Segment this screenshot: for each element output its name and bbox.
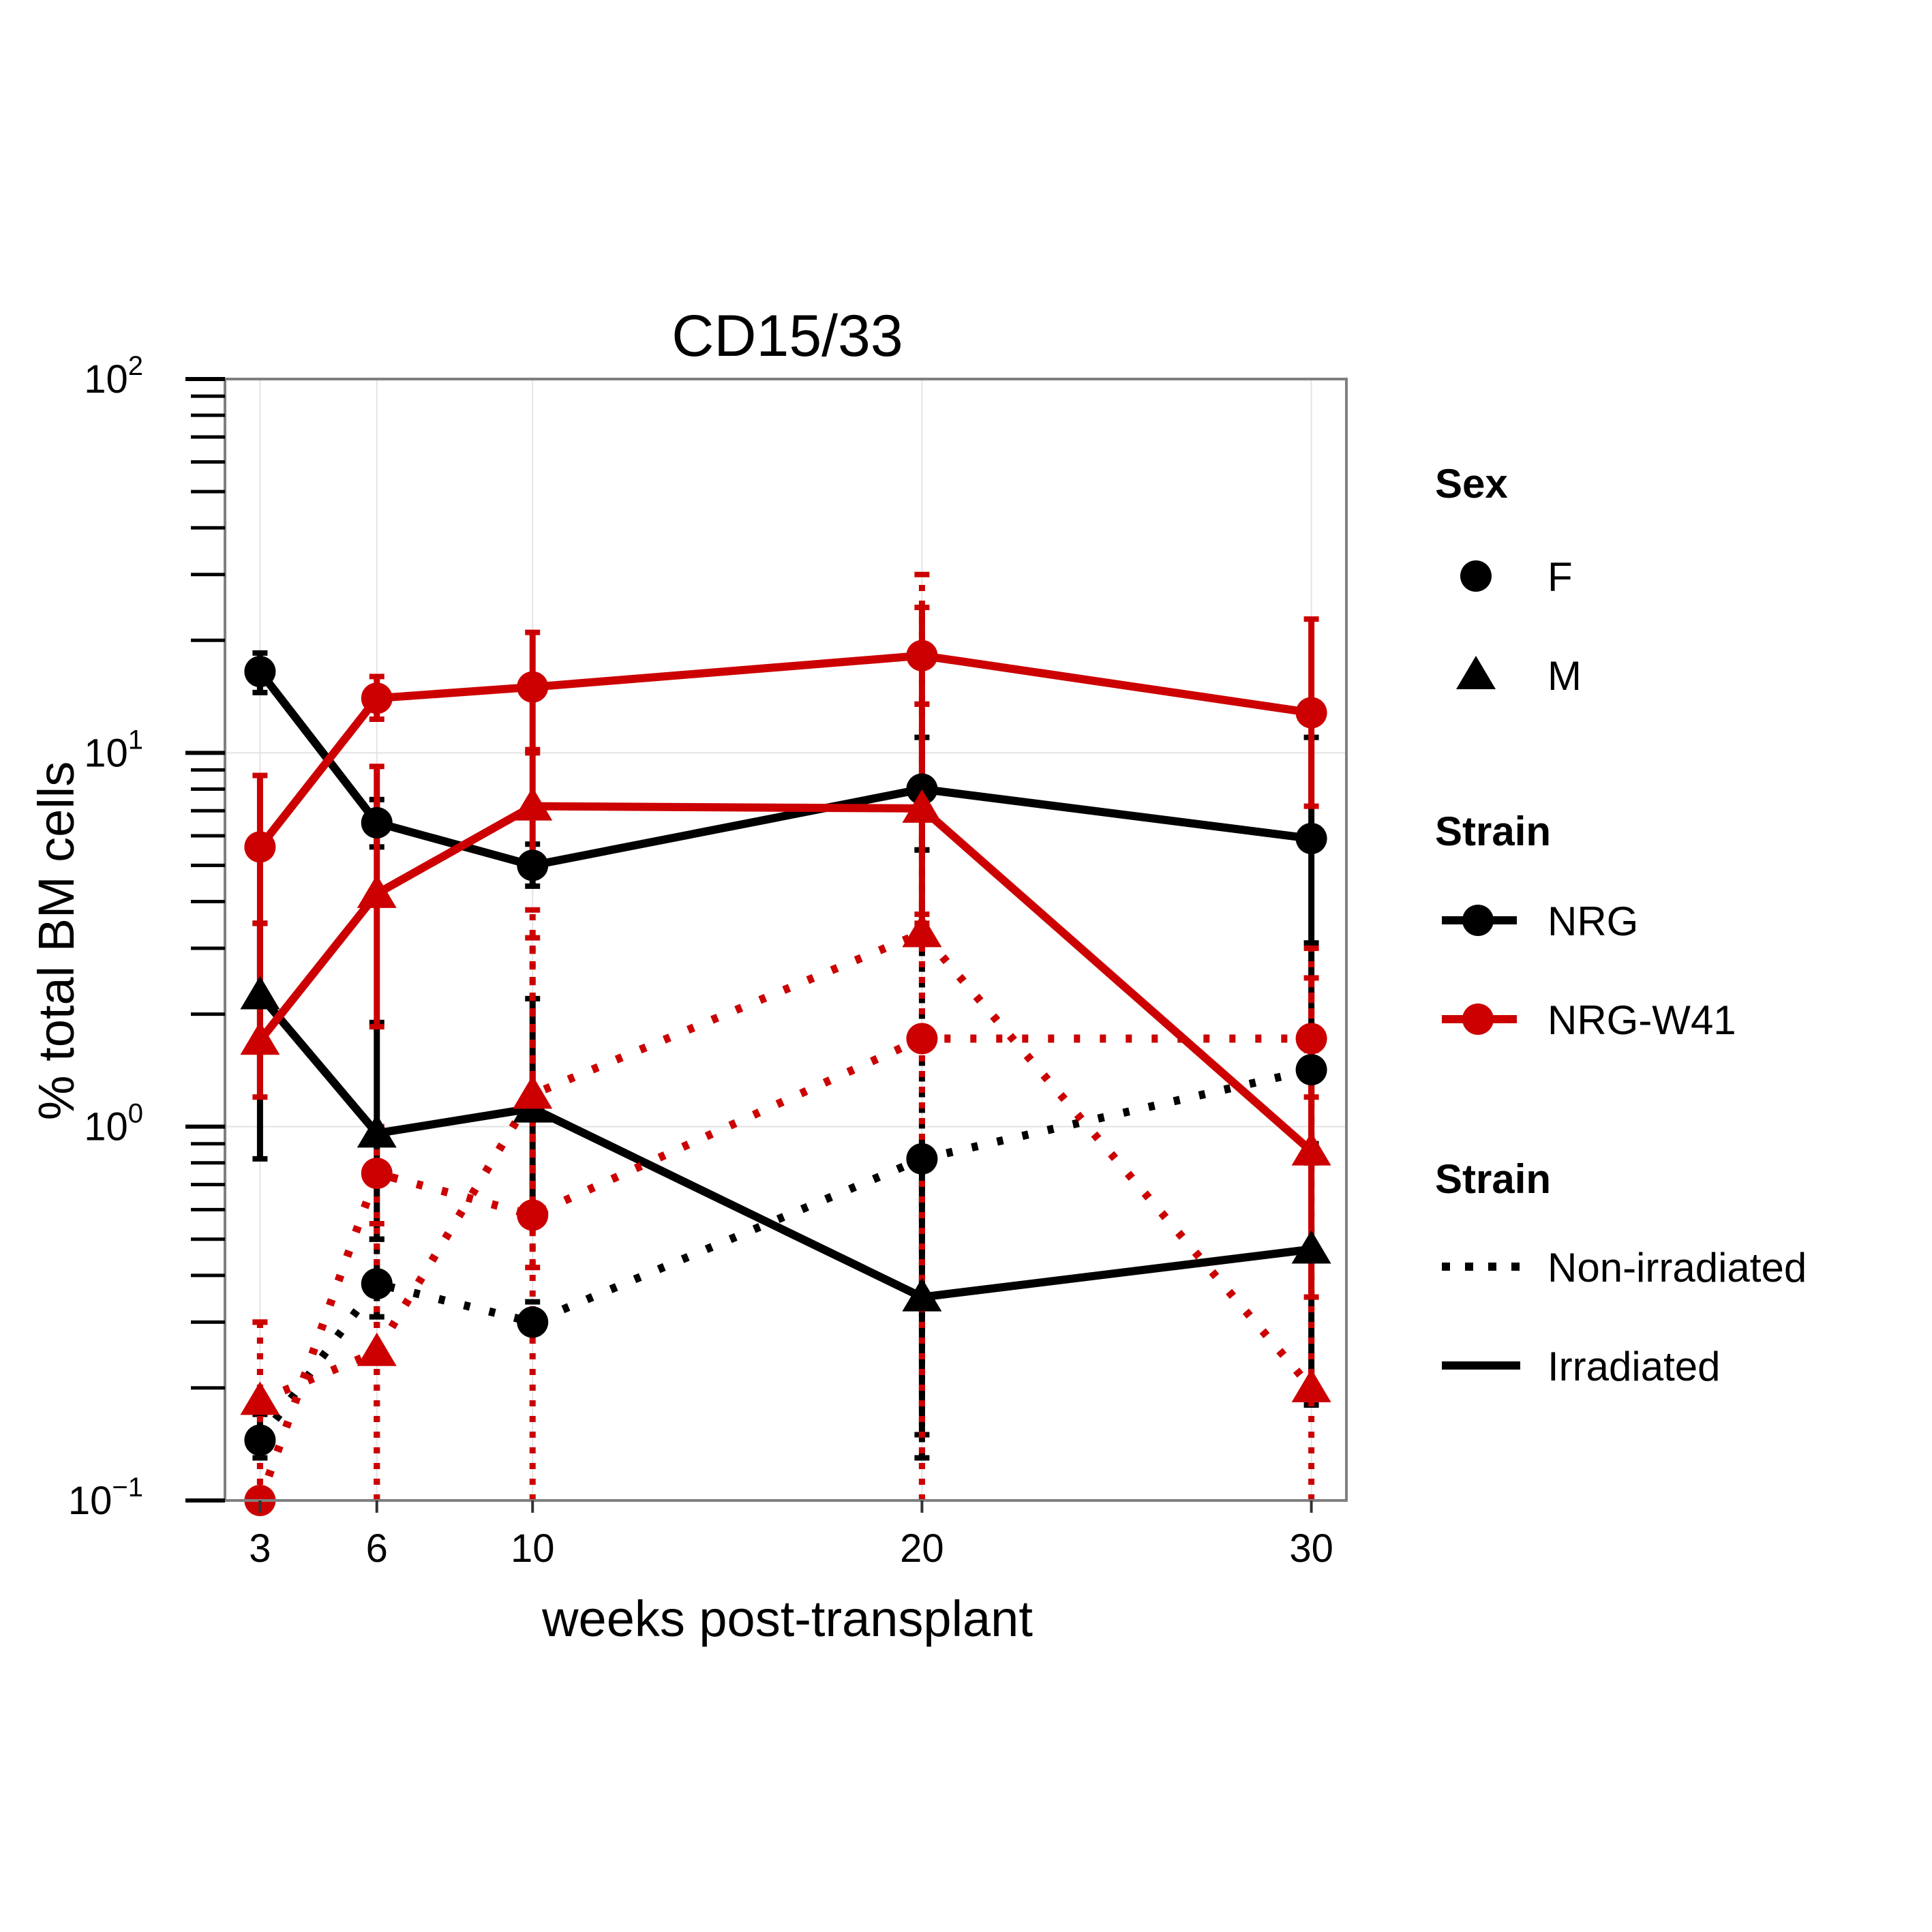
legend-label-strain: NRG-W41 [1548,997,1736,1043]
data-point [902,1278,942,1312]
legend-title-strain-linetype: Strain [1435,1156,1551,1202]
data-point [906,773,938,805]
legend-key-circle [1460,560,1492,592]
data-point [1291,1132,1331,1166]
error-bars [252,571,1319,1500]
data-point [1295,1023,1327,1055]
data-point [517,671,549,703]
data-point [240,1381,280,1415]
legend-title-strain: Strain [1435,809,1551,854]
data-point [906,639,938,671]
series-lines [256,651,1315,1503]
data-point [240,976,280,1010]
data-point [357,1114,397,1148]
data-point [902,789,942,823]
y-tick-label: 10−1 [68,1473,143,1523]
legend-key-circle [1462,1003,1494,1035]
data-point [361,682,393,714]
y-axis-title: % total BM cells [28,761,85,1120]
series-line-NRG-W41-M-Non-irradiated [258,928,1315,1405]
data-point [357,874,397,908]
data-point [244,1424,276,1456]
x-tick-label: 20 [900,1526,944,1571]
data-point [240,1021,280,1055]
data-point [244,656,276,688]
y-tick-label: 102 [84,351,143,402]
data-point [244,831,276,863]
data-point [361,1268,393,1300]
data-point [1295,1054,1327,1086]
legend-label-sex: M [1548,653,1582,699]
data-point [517,1199,549,1231]
legend-key-circle [1462,905,1494,936]
legend: Sex F M Strain NRG NRG-W41 Strain Non-irradiate… [1435,461,1807,1389]
legend-label-linetype: Irradiated [1548,1344,1720,1389]
data-point [513,787,553,821]
series-line-NRG-F-Non-irradiated [256,1066,1312,1443]
x-axis: 3 6 10 20 30 [249,1500,1333,1571]
x-axis-title: weeks post-transplant [541,1590,1033,1647]
plot-frame [224,378,1348,1502]
data-point [357,1332,397,1366]
legend-label-strain: NRG [1548,899,1638,944]
x-tick-label: 30 [1289,1526,1333,1571]
data-point [517,1306,549,1338]
data-point [513,1075,553,1109]
data-point [361,1158,393,1190]
data-point [1295,822,1327,854]
data-point [1291,1368,1331,1402]
series-line-NRG-W41-M-Irradiated [256,802,1314,1155]
legend-title-sex: Sex [1435,461,1508,507]
legend-label-linetype: Non-irradiated [1548,1245,1807,1290]
data-point [361,806,393,839]
grid [225,378,1346,1501]
x-tick-label: 10 [511,1526,555,1571]
data-point [902,914,942,948]
series-line-NRG-F-Irradiated [256,669,1312,870]
data-point [906,1023,938,1055]
y-axis: 102 101 100 10−1 [68,351,225,1523]
y-tick-label: 101 [84,725,143,775]
data-point [517,849,549,881]
data-point [1295,697,1327,729]
x-tick-label: 3 [249,1526,271,1571]
data-point [1291,1230,1331,1264]
series-line-NRG-W41-F-Non-irradiated [256,1034,1312,1503]
y-tick-label: 100 [84,1099,143,1149]
legend-label-sex: F [1548,554,1573,600]
x-tick-label: 6 [366,1526,388,1571]
data-point [906,1143,938,1175]
data-points [240,639,1331,1516]
legend-key-triangle [1456,656,1496,689]
chart-title: CD15/33 [671,303,903,369]
